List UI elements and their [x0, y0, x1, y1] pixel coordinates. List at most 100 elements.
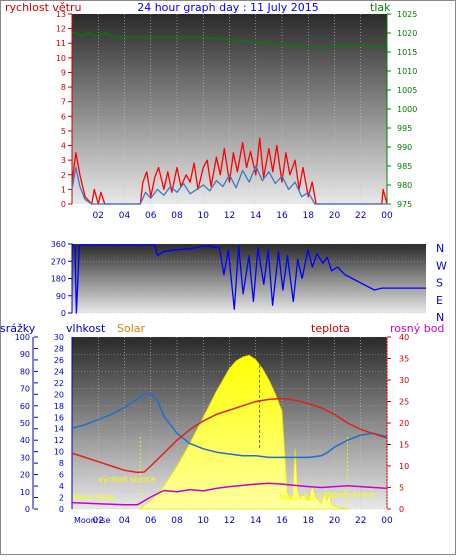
- temp-tick-label: 15: [399, 441, 409, 450]
- right-tick-label: 1020: [397, 29, 417, 38]
- x-tick-label: 16: [276, 516, 288, 526]
- x-tick-label: 00: [381, 516, 393, 526]
- right-tick-label: 975: [397, 200, 412, 209]
- x-tick-label: 04: [119, 211, 131, 221]
- series-pressure: [72, 32, 388, 49]
- solar-tick-label: 22: [54, 379, 64, 388]
- temperature-plot: 0102030405060708090100024681012141618202…: [15, 333, 409, 526]
- left-tick-label: 5: [61, 127, 66, 136]
- x-tick-label: 12: [224, 211, 235, 221]
- plot-area-wind: [72, 14, 387, 204]
- x-tick-label: 22: [355, 211, 366, 221]
- left-tick-label: 180: [51, 275, 66, 284]
- left-tick-label: 90: [56, 292, 66, 301]
- direction-label: S: [436, 277, 443, 290]
- humidity-tick-label: 70: [20, 385, 30, 394]
- left-tick-label: 8: [61, 83, 66, 92]
- x-tick-label: 06: [145, 516, 157, 526]
- direction-label: E: [436, 294, 443, 307]
- x-tick-label: 02: [93, 211, 104, 221]
- x-tick-label: 10: [198, 211, 210, 221]
- solar-tick-label: 6: [59, 471, 64, 480]
- right-tick-label: 995: [397, 124, 412, 133]
- solar-tick-label: 4: [59, 482, 64, 491]
- temp-tick-label: 40: [399, 333, 409, 342]
- humidity-tick-label: 20: [20, 471, 30, 480]
- left-tick-label: 2: [61, 171, 66, 180]
- rain-label: srážky: [0, 322, 36, 335]
- pressure-label: tlak: [370, 1, 391, 14]
- x-tick-label: 02: [93, 516, 104, 526]
- solar-tick-label: 18: [54, 402, 64, 411]
- solar-tick-label: 24: [54, 367, 64, 376]
- temp-tick-label: 35: [399, 355, 409, 364]
- temp-tick-label: 5: [399, 484, 404, 493]
- humidity-tick-label: 10: [20, 488, 30, 497]
- left-tick-label: 0: [61, 200, 66, 209]
- right-tick-label: 1005: [397, 86, 417, 95]
- wind-speed-label: rychlost větru: [5, 1, 81, 14]
- temp-tick-label: 10: [399, 462, 409, 471]
- solar-tick-label: 0: [59, 505, 64, 514]
- x-tick-label: 20: [329, 516, 341, 526]
- left-tick-label: 3: [61, 156, 66, 165]
- temp-tick-label: 25: [399, 398, 409, 407]
- humidity-tick-label: 30: [20, 453, 30, 462]
- solar-tick-label: 16: [54, 413, 64, 422]
- right-tick-label: 1025: [397, 10, 417, 19]
- x-tick-label: 08: [171, 211, 183, 221]
- x-tick-label: 22: [355, 516, 366, 526]
- x-tick-label: 14: [250, 211, 262, 221]
- chart-title: 24 hour graph day : 11 July 2015: [137, 1, 319, 14]
- x-tick-label: 00: [381, 211, 393, 221]
- x-tick-label: 04: [119, 516, 131, 526]
- humidity-tick-label: 0: [25, 505, 30, 514]
- x-tick-label: 18: [303, 211, 315, 221]
- wind-plot: 0123456789101112139759809859909951000100…: [56, 10, 418, 221]
- left-tick-label: 11: [56, 39, 66, 48]
- series-dewpoint: [71, 482, 388, 506]
- right-tick-label: 1015: [397, 48, 417, 57]
- solar-tick-label: 12: [54, 436, 64, 445]
- x-tick-label: 12: [224, 516, 235, 526]
- left-tick-label: 6: [61, 112, 66, 121]
- direction-label: N: [436, 242, 444, 255]
- series-solar: [139, 354, 348, 510]
- humidity-tick-label: 100: [15, 333, 30, 342]
- right-tick-label: 990: [397, 143, 412, 152]
- humidity-tick-label: 40: [20, 436, 30, 445]
- left-tick-label: 12: [56, 25, 66, 34]
- left-tick-label: 7: [61, 98, 66, 107]
- temp-tick-label: 0: [399, 505, 404, 514]
- solar-tick-label: 30: [54, 333, 64, 342]
- sunrise-label: východ slunce: [98, 475, 155, 484]
- x-tick-label: 06: [145, 211, 157, 221]
- right-tick-label: 1010: [397, 67, 417, 76]
- x-tick-label: 20: [329, 211, 341, 221]
- dewpoint-label: rosný bod: [390, 322, 444, 335]
- temp-tick-label: 20: [399, 419, 409, 428]
- humidity-label: vlhkost: [66, 322, 106, 335]
- moonrise-axis-label: Moonrise: [74, 516, 110, 525]
- x-tick-label: 14: [250, 516, 262, 526]
- left-tick-label: 270: [51, 257, 66, 266]
- right-tick-label: 985: [397, 162, 412, 171]
- x-tick-label: 10: [198, 516, 210, 526]
- left-tick-label: 0: [61, 309, 66, 318]
- humidity-tick-label: 90: [20, 350, 30, 359]
- solar-tick-label: 2: [59, 494, 64, 503]
- direction-label: W: [436, 259, 447, 272]
- solar-tick-label: 14: [54, 425, 64, 434]
- x-tick-label: 16: [276, 211, 288, 221]
- solar-tick-label: 26: [54, 356, 64, 365]
- x-tick-label: 18: [303, 516, 315, 526]
- left-tick-label: 4: [61, 142, 66, 151]
- series-temperature: [71, 397, 388, 474]
- series-direction: [71, 243, 426, 314]
- solar-label: Solar: [117, 322, 146, 335]
- solar-tick-label: 20: [54, 390, 64, 399]
- humidity-tick-label: 50: [20, 419, 30, 428]
